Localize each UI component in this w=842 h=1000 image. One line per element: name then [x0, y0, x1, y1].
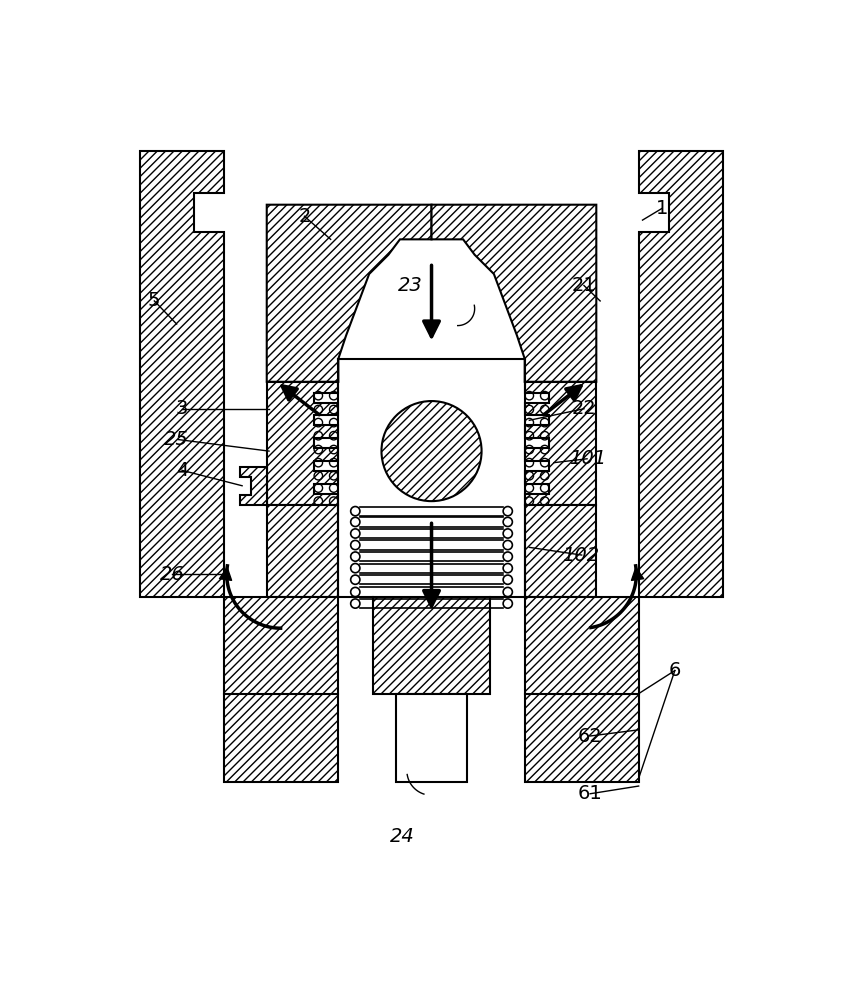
Polygon shape	[525, 382, 596, 505]
Text: 24: 24	[390, 827, 415, 846]
Text: 61: 61	[578, 784, 603, 803]
Polygon shape	[140, 151, 225, 597]
Polygon shape	[338, 359, 525, 597]
Text: 3: 3	[176, 399, 188, 418]
Polygon shape	[373, 597, 490, 694]
Text: 4: 4	[176, 461, 188, 480]
Text: 6: 6	[669, 661, 681, 680]
Polygon shape	[396, 694, 467, 782]
Text: 62: 62	[578, 726, 603, 746]
Text: 23: 23	[398, 276, 424, 295]
Text: 25: 25	[164, 430, 189, 449]
Text: 102: 102	[562, 546, 600, 565]
Text: 101: 101	[568, 449, 605, 468]
Polygon shape	[225, 597, 338, 782]
Text: 1: 1	[656, 199, 668, 218]
Text: 22: 22	[572, 399, 596, 418]
Text: 26: 26	[160, 565, 184, 584]
Polygon shape	[431, 205, 596, 382]
Polygon shape	[267, 205, 431, 382]
Polygon shape	[267, 382, 338, 505]
Text: 2: 2	[299, 207, 312, 226]
Polygon shape	[267, 505, 338, 597]
Polygon shape	[638, 151, 723, 597]
Polygon shape	[525, 597, 638, 782]
Text: 5: 5	[148, 291, 160, 310]
Polygon shape	[525, 505, 596, 597]
Text: 21: 21	[572, 276, 596, 295]
Polygon shape	[240, 466, 267, 505]
